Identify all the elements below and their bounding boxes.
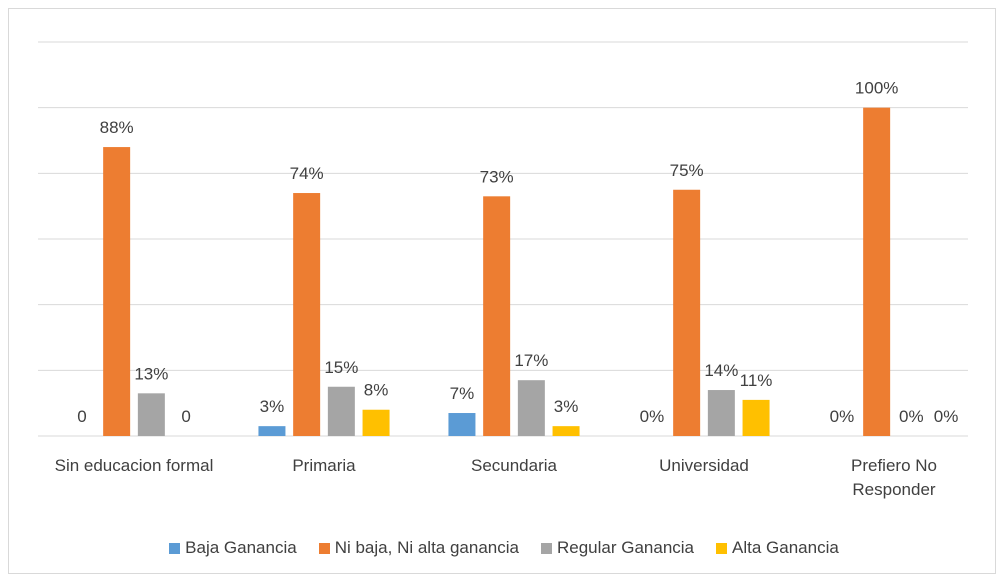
data-label: 8% [364, 381, 389, 400]
x-tick-label: Prefiero No Responder [851, 456, 937, 499]
data-label: 0% [899, 407, 924, 426]
bar [293, 193, 321, 436]
data-label: 3% [260, 397, 285, 416]
x-tick-label: Universidad [659, 456, 749, 475]
data-label: 7% [450, 384, 475, 403]
bar [707, 390, 735, 436]
data-label: 74% [290, 164, 324, 183]
bar [742, 399, 770, 436]
legend-item: Alta Ganancia [716, 538, 839, 558]
bar [673, 189, 701, 436]
x-tick-label: Primaria [292, 456, 356, 475]
bar [448, 413, 476, 436]
bar [327, 386, 355, 436]
legend-swatch [540, 542, 552, 554]
bar [552, 426, 580, 436]
data-label: 73% [480, 167, 514, 186]
bar [362, 409, 390, 436]
bar [863, 107, 891, 437]
legend-swatch [169, 542, 181, 554]
legend-label: Ni baja, Ni alta ganancia [334, 538, 519, 557]
data-label: 0 [181, 407, 190, 426]
legend-item: Regular Ganancia [540, 538, 695, 558]
bar [103, 147, 131, 437]
legend: Baja Ganancia Ni baja, Ni alta ganancia Re… [0, 538, 1008, 558]
data-label: 88% [100, 118, 134, 137]
bar [517, 380, 545, 436]
data-label: 11% [740, 371, 773, 390]
legend-label: Regular Ganancia [556, 538, 695, 557]
legend-item: Baja Ganancia [169, 538, 297, 558]
data-label: 3% [554, 397, 579, 416]
data-label: 13% [134, 364, 168, 383]
data-label: 14% [704, 361, 738, 380]
data-label: 100% [855, 79, 898, 98]
bar [258, 426, 286, 436]
legend-label: Baja Ganancia [185, 538, 297, 557]
data-label: 0 [77, 407, 86, 426]
data-label: 0% [640, 407, 665, 426]
legend-item: Ni baja, Ni alta ganancia [318, 538, 519, 558]
legend-swatch [716, 542, 728, 554]
legend-swatch [318, 542, 330, 554]
data-label: 0% [830, 407, 855, 426]
data-label: 75% [670, 161, 704, 180]
x-tick-label: Secundaria [470, 456, 557, 475]
x-tick-label: Sin educacion formal [54, 456, 214, 475]
bar [137, 393, 165, 436]
bar [483, 196, 511, 436]
data-label: 0% [934, 407, 959, 426]
legend-label: Alta Ganancia [732, 538, 839, 557]
data-label: 17% [514, 351, 548, 370]
data-label: 15% [324, 358, 358, 377]
chart-frame [8, 8, 996, 574]
